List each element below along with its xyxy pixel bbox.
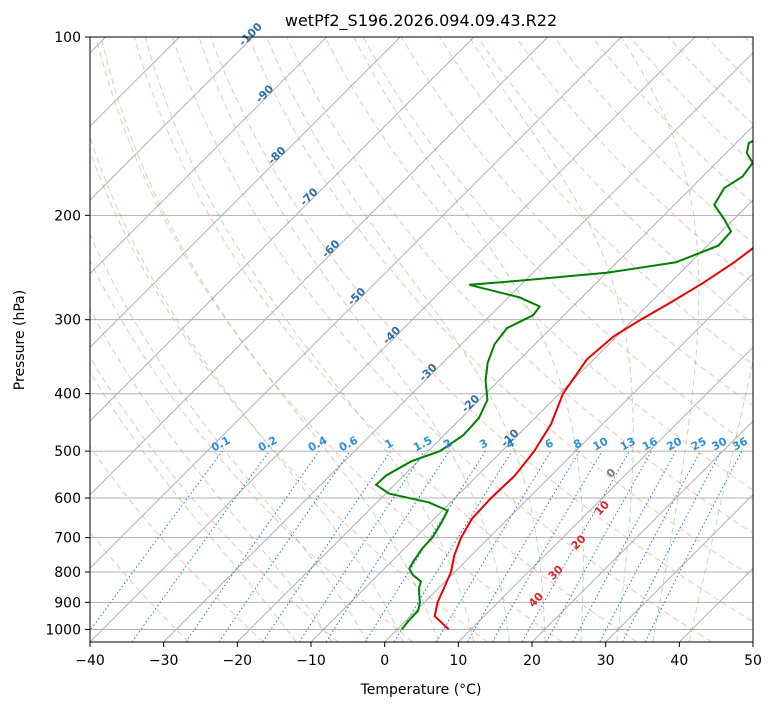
dry-adiabat-line	[90, 259, 414, 642]
axis-ticks: −40 −30 −20 −10 0 10 20 30 40 50 1000 900 800 700 600 5…	[45, 30, 762, 669]
moist-adiabat-line	[90, 370, 297, 642]
mixing-ratio-line	[545, 450, 653, 642]
moist-adiabat-line	[144, 37, 475, 642]
y-tick-label: 700	[54, 531, 81, 547]
y-tick-label: 100	[54, 30, 81, 46]
isotherm-line	[90, 37, 475, 422]
mixing-ratio-line	[131, 450, 270, 642]
y-axis-label: Pressure (hPa)	[12, 290, 28, 390]
background-reference-lines	[90, 37, 753, 642]
dry-adiabat-line	[95, 37, 563, 642]
x-tick-label: 20	[523, 653, 541, 669]
isotherm-line	[90, 37, 622, 570]
y-tick-label: 500	[54, 444, 81, 460]
mixing-ratio-label: 16	[640, 435, 660, 454]
isotherm-line	[90, 37, 401, 349]
mixing-ratio-label: 25	[689, 435, 709, 454]
mixing-ratio-line	[521, 450, 630, 642]
mixing-ratio-line	[572, 450, 677, 642]
x-tick-label: 30	[597, 653, 615, 669]
x-tick-label: −30	[149, 653, 179, 669]
data-series	[374, 139, 753, 631]
moist-adiabat-line	[90, 135, 404, 642]
mixing-ratio-line	[325, 450, 450, 642]
dry-adiabat-line	[210, 37, 753, 623]
mixing-ratio-line	[218, 450, 351, 642]
moist-adiabat-line	[266, 37, 546, 642]
y-tick-label: 600	[54, 491, 81, 507]
y-tick-label: 900	[54, 595, 81, 611]
mixing-ratio-line	[262, 450, 392, 642]
isotherm-line	[457, 346, 753, 642]
isotherm-line	[236, 125, 753, 642]
x-tick-label: 50	[744, 653, 762, 669]
moist-adiabat-line	[198, 37, 510, 642]
isotherm-line	[163, 51, 753, 642]
mixing-ratio-label: 30	[710, 435, 730, 454]
moist-adiabat-line	[90, 308, 333, 642]
dry-adiabat-line	[90, 445, 264, 642]
mixing-ratio-label: 13	[618, 435, 638, 454]
isotherm-line	[90, 37, 696, 642]
mixing-ratio-line	[393, 450, 513, 642]
x-axis-label: Temperature (°C)	[360, 682, 482, 698]
moist-adiabat-line	[90, 232, 369, 642]
moist-adiabat-line	[100, 37, 439, 642]
dry-adiabat-line	[171, 37, 712, 642]
x-tick-label: −10	[296, 653, 326, 669]
y-tick-label: 400	[54, 387, 81, 403]
y-tick-label: 1000	[45, 622, 81, 638]
isotherm-line	[90, 37, 254, 201]
profile-line	[433, 246, 753, 631]
dry-adiabat-line	[90, 356, 339, 642]
dry-adiabat-line	[248, 37, 753, 578]
y-tick-label: 200	[54, 208, 81, 224]
chart-title: wetPf2_S196.2026.094.09.43.R22	[285, 11, 557, 31]
dry-adiabat-line	[133, 37, 638, 642]
x-tick-label: 10	[449, 653, 467, 669]
profile-line	[374, 139, 753, 631]
x-tick-label: −20	[223, 653, 253, 669]
mixing-ratio-line	[90, 450, 223, 632]
x-tick-label: −40	[75, 653, 105, 669]
mixing-ratio-label: 10	[591, 435, 611, 454]
dry-adiabat-line	[515, 37, 753, 284]
moist-adiabat-line	[620, 37, 700, 642]
dry-adiabat-line	[324, 37, 753, 491]
dry-adiabat-line	[286, 37, 753, 534]
x-tick-label: 40	[670, 653, 688, 669]
x-tick-label: 0	[380, 653, 389, 669]
mixing-ratio-line	[644, 450, 743, 642]
isotherm-line	[384, 272, 753, 642]
mixing-ratio-label: 36	[730, 435, 750, 454]
isotherm-line	[605, 493, 753, 642]
mixing-ratio-label: 20	[664, 435, 684, 454]
y-tick-label: 300	[54, 313, 81, 329]
isotherm-line	[90, 37, 549, 496]
mixing-ratio-line	[185, 450, 320, 642]
moist-adiabat-line	[688, 358, 753, 642]
isotherm-line	[531, 420, 753, 642]
isotherm-line	[90, 37, 328, 275]
plot-frame	[89, 36, 754, 643]
y-tick-label: 800	[54, 565, 81, 581]
